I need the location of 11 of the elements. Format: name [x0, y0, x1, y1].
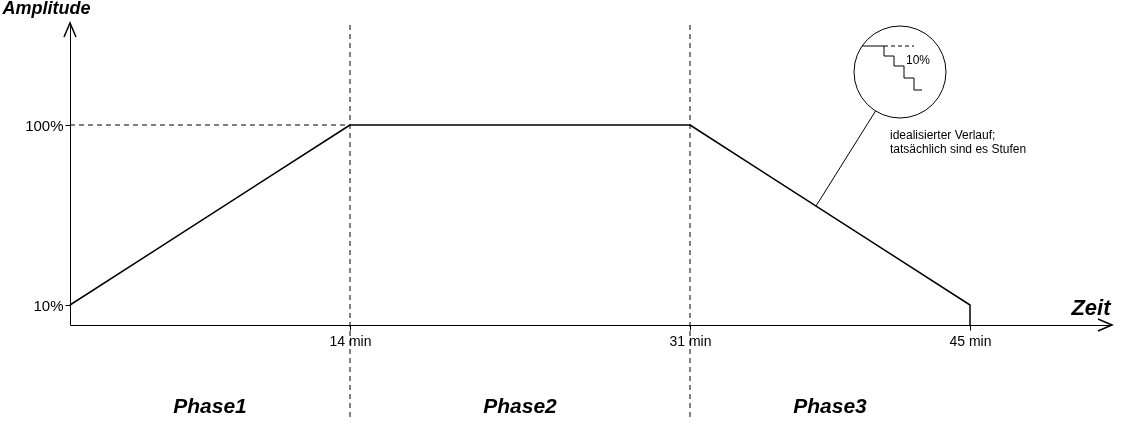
annotation: idealisierter Verlauf; tatsächlich sind es Stufen — [890, 128, 1028, 156]
text: Phase3 — [793, 394, 868, 417]
x-tick-label: 31 min — [669, 332, 712, 349]
text: Phase2 — [483, 394, 558, 417]
text: Phase1 — [173, 394, 247, 417]
x-tick-label: 14 min — [329, 332, 372, 349]
y-axis-title: Amplitude — [1, 0, 91, 18]
y-tick-label: 100% — [25, 116, 64, 134]
annotation: 10% — [906, 53, 931, 67]
x-axis-title: Zeit — [1070, 294, 1113, 320]
x-tick-label: 45 min — [949, 332, 992, 349]
